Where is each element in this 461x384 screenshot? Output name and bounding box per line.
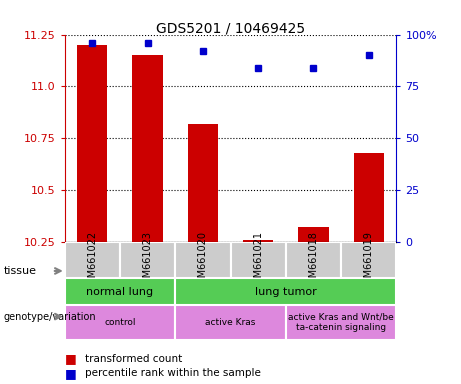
Bar [65,242,120,278]
Text: percentile rank within the sample: percentile rank within the sample [85,368,261,378]
Text: ■: ■ [65,353,76,366]
Text: control: control [104,318,136,327]
Text: GSM661019: GSM661019 [364,231,374,290]
Bar [175,242,230,278]
Text: ■: ■ [65,367,76,380]
Bar [243,240,273,242]
Text: transformed count: transformed count [85,354,183,364]
Text: GSM661022: GSM661022 [87,231,97,290]
Text: GSM661020: GSM661020 [198,231,208,290]
Bar [65,305,175,340]
Bar [341,242,396,278]
Bar [175,305,286,340]
Bar [188,124,218,242]
Bar [120,242,175,278]
Text: normal lung: normal lung [86,287,154,297]
Bar [65,278,175,305]
Bar [286,305,396,340]
Text: genotype/variation: genotype/variation [4,311,96,321]
Bar [230,242,286,278]
Bar [298,227,329,242]
Text: active Kras: active Kras [205,318,256,327]
Bar [132,55,163,242]
Text: GSM661018: GSM661018 [308,231,319,290]
Text: tissue: tissue [4,266,36,276]
Text: GSM661023: GSM661023 [142,231,153,290]
Text: GDS5201 / 10469425: GDS5201 / 10469425 [156,21,305,35]
Bar [286,242,341,278]
Text: active Kras and Wnt/be
ta-catenin signaling: active Kras and Wnt/be ta-catenin signal… [288,313,394,332]
Bar [175,278,396,305]
Bar [354,153,384,242]
Text: GSM661021: GSM661021 [253,231,263,290]
Text: lung tumor: lung tumor [255,287,317,297]
Bar [77,45,107,242]
